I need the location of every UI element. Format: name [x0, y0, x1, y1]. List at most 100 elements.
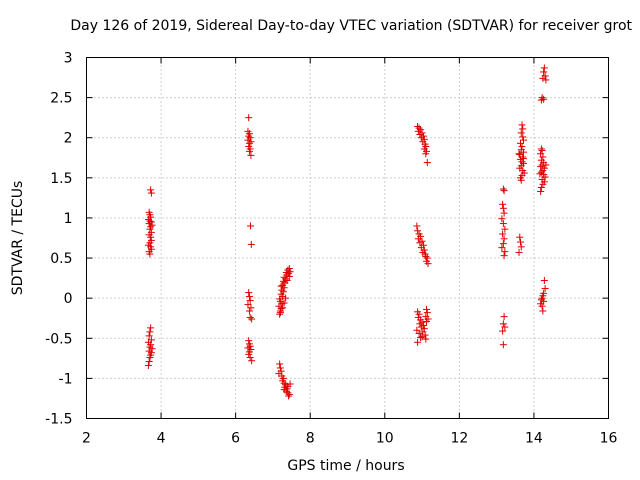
data-point — [414, 127, 422, 135]
y-tick-label: -0.5 — [45, 331, 72, 347]
data-point — [247, 151, 255, 159]
data-point — [499, 185, 507, 193]
y-tick-label: -1 — [59, 371, 73, 387]
data-point — [245, 114, 253, 122]
data-point — [245, 350, 253, 358]
data-point — [147, 324, 155, 332]
data-point — [422, 335, 430, 343]
axis-ticks — [86, 57, 609, 419]
x-tick-label: 12 — [450, 431, 468, 447]
y-tick-label: 0 — [64, 291, 73, 307]
data-point — [285, 264, 293, 272]
data-point — [501, 323, 509, 331]
data-point — [285, 392, 293, 400]
data-point — [516, 233, 524, 241]
data-point — [539, 307, 547, 315]
data-point — [499, 204, 507, 212]
data-point — [517, 139, 525, 147]
data-point — [246, 297, 254, 305]
data-point — [245, 132, 253, 140]
data-point — [284, 382, 292, 390]
data-point — [279, 304, 287, 312]
data-point — [499, 341, 507, 349]
data-point — [284, 389, 292, 397]
y-tick-labels: -1.5 -1 -0.5 0 0.5 1 1.5 2 2.5 3 — [45, 51, 72, 428]
x-tick-label: 2 — [82, 431, 91, 447]
data-point — [146, 250, 154, 258]
data-point — [415, 310, 423, 318]
data-point — [144, 362, 152, 370]
data-point — [500, 313, 508, 321]
x-axis-title: GPS time / hours — [287, 458, 404, 474]
data-point — [415, 329, 423, 337]
data-point — [423, 305, 431, 313]
data-point — [147, 186, 155, 194]
data-point — [245, 307, 253, 315]
data-point — [247, 138, 255, 146]
data-point — [517, 243, 525, 251]
data-point — [539, 153, 547, 161]
data-point — [498, 215, 506, 223]
data-point — [542, 76, 550, 84]
y-tick-label: -1.5 — [45, 412, 72, 428]
data-point — [517, 129, 525, 137]
data-point — [540, 277, 548, 285]
data-point — [413, 222, 421, 230]
data-point — [415, 124, 423, 132]
y-tick-label: 1 — [64, 211, 73, 227]
data-point — [423, 309, 431, 317]
data-point — [539, 74, 547, 82]
data-point — [538, 302, 546, 310]
data-point — [246, 354, 254, 362]
x-tick-label: 14 — [525, 431, 543, 447]
data-point — [536, 170, 544, 178]
data-point — [515, 150, 523, 158]
data-point — [537, 183, 545, 191]
data-point — [245, 293, 253, 301]
data-point — [280, 379, 288, 387]
data-point — [537, 96, 545, 104]
data-point — [500, 252, 508, 260]
data-point — [416, 320, 424, 328]
x-tick-labels: 2 4 6 8 10 12 14 16 — [82, 431, 617, 447]
data-point — [538, 294, 546, 302]
data-point — [500, 209, 508, 217]
data-point — [147, 233, 155, 241]
x-tick-label: 4 — [157, 431, 166, 447]
data-point — [247, 304, 255, 312]
data-point — [145, 220, 153, 228]
data-point — [245, 147, 253, 155]
data-point — [518, 143, 526, 151]
data-point — [285, 273, 293, 281]
data-point — [515, 248, 523, 256]
data-point — [424, 260, 432, 268]
data-point — [537, 163, 545, 171]
data-point — [417, 134, 425, 142]
y-tick-label: 0.5 — [50, 251, 72, 267]
data-point — [414, 338, 422, 346]
data-point — [541, 285, 549, 293]
data-point — [424, 315, 432, 323]
data-point — [276, 360, 284, 368]
data-point — [145, 332, 153, 340]
grid-lines — [86, 57, 609, 419]
x-tick-label: 8 — [306, 431, 315, 447]
data-point — [418, 333, 426, 341]
data-point — [539, 180, 547, 188]
data-point — [285, 269, 293, 277]
data-point — [499, 320, 507, 328]
data-point — [519, 136, 527, 144]
data-point — [422, 252, 430, 260]
data-point — [414, 227, 422, 235]
data-point — [277, 282, 285, 290]
data-point — [416, 131, 424, 139]
data-point — [518, 158, 526, 166]
data-point — [517, 176, 525, 184]
data-point — [248, 357, 256, 365]
data-point — [518, 121, 526, 129]
data-point — [245, 289, 253, 297]
y-tick-label: 3 — [64, 51, 73, 67]
data-point — [246, 313, 254, 321]
data-point — [498, 244, 506, 252]
